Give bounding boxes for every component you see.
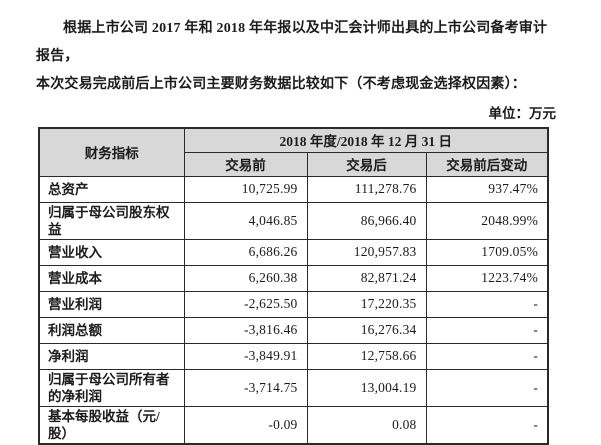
header-row-columns: 交易前 交易后 交易前后变动 [39,151,549,177]
header-cell-before: 交易前 [183,151,308,177]
value-before: 10,725.99 [183,175,308,203]
document-page: 根据上市公司 2017 年和 2018 年年报以及中汇会计师出具的上市公司备考审… [36,15,557,445]
intro-paragraph-line1: 根据上市公司 2017 年和 2018 年年报以及中汇会计师出具的上市公司备考审… [36,21,548,64]
table-row: 归属于母公司所有者的净利润 -3,714.75 13,004.19- [38,368,549,407]
header-row-period: 财务指标 2018 年度/2018 年 12 月 31 日 [38,127,549,177]
value-before: -2,625.50 [183,290,308,318]
value-after: 82,871.24 [306,264,427,292]
row-label: 基本每股收益（元/股） [38,405,185,444]
row-label: 营业成本 [38,264,185,292]
intro-paragraph-line2: 本次交易完成前后上市公司主要财务数据比较如下（不考虑现金选择权因素）： [36,77,526,92]
value-change: - [425,290,549,318]
value-change: - [425,405,549,444]
value-after: 16,276.34 [306,316,427,344]
value-before: -3,714.75 [183,368,308,407]
table-header: 财务指标 2018 年度/2018 年 12 月 31 日 交易前 交易后 交易… [38,127,549,177]
value-before: -3,849.91 [183,342,308,370]
value-after: 86,966.40 [306,201,427,240]
value-change: - [425,316,549,344]
header-cell-change: 交易前后变动 [425,151,549,177]
value-before: 6,686.26 [183,238,308,266]
value-change: 2048.99% [425,201,549,240]
value-before: -3,816.46 [183,316,308,344]
financial-comparison-table: 财务指标 2018 年度/2018 年 12 月 31 日 交易前 交易后 交易… [38,127,550,445]
value-change: 1223.74% [425,264,549,292]
table-row: 营业利润 -2,625.50 17,220.35- [38,290,549,318]
header-cell-indicator: 财务指标 [38,127,185,177]
table-body: 总资产 10,725.99 111,278.76 937.47% 归属于母公司股东权益 4… [38,175,549,444]
row-label: 总资产 [38,175,185,203]
value-after: 13,004.19 [306,368,427,407]
table-row: 基本每股收益（元/股） -0.09 0.08- [38,405,549,444]
value-after: 17,220.35 [306,290,427,318]
unit-label: 单位：万元 [488,106,557,121]
intro-paragraph: 根据上市公司 2017 年和 2018 年年报以及中汇会计师出具的上市公司备考审… [36,15,557,99]
value-after: 111,278.76 [306,175,427,203]
value-after: 12,758.66 [306,342,427,370]
header-cell-after: 交易后 [306,151,427,177]
value-before: 6,260.38 [183,264,308,292]
value-before: -0.09 [183,405,308,444]
row-label: 营业收入 [38,238,185,266]
table-row: 净利润 -3,849.91 12,758.66- [38,342,549,370]
row-label: 净利润 [38,342,185,370]
table-row: 营业成本 6,260.38 82,871.24 1223.74% [38,264,549,292]
value-change: - [425,342,549,370]
header-cell-period: 2018 年度/2018 年 12 月 31 日 [183,127,549,153]
table-row: 归属于母公司股东权益 4,046.85 86,966.40 2048.99% [38,201,549,240]
value-change: - [425,368,549,407]
value-after: 120,957.83 [306,238,427,266]
value-change: 1709.05% [425,238,549,266]
row-label: 营业利润 [38,290,185,318]
table-row: 利润总额 -3,816.46 16,276.34- [38,316,549,344]
row-label: 归属于母公司股东权益 [38,201,185,240]
row-label: 利润总额 [38,316,185,344]
value-change: 937.47% [425,175,549,203]
table-row: 总资产 10,725.99 111,278.76 937.47% [38,175,549,203]
value-after: 0.08 [306,405,427,444]
value-before: 4,046.85 [183,201,308,240]
table-row: 营业收入 6,686.26 120,957.83 1709.05% [38,238,549,266]
row-label: 归属于母公司所有者的净利润 [38,368,185,407]
